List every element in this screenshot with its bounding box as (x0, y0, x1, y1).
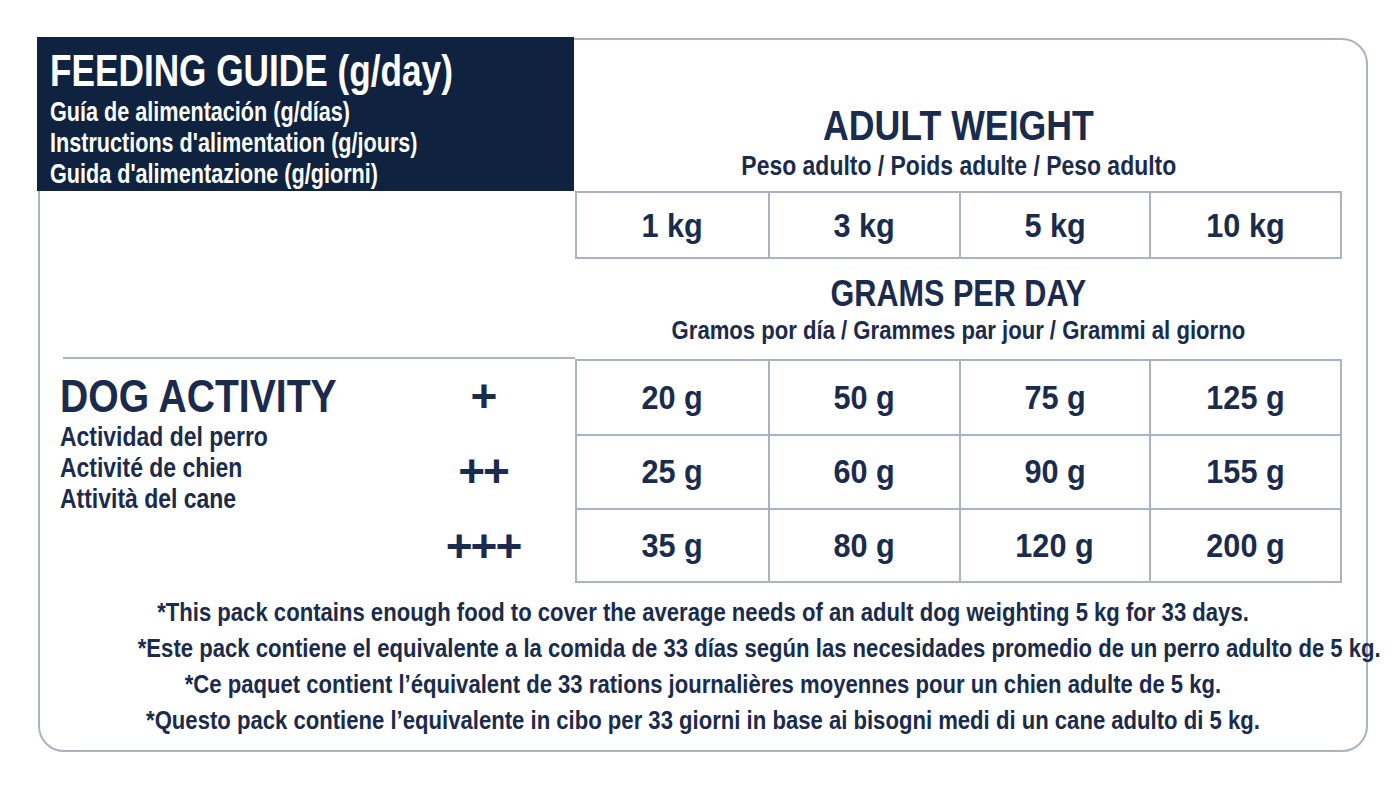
footnotes-block: *This pack contains enough food to cover… (138, 594, 1269, 738)
adult-weight-band: ADULT WEIGHT Peso adulto / Poids adulte … (575, 40, 1342, 190)
weight-header-row: 1 kg 3 kg 5 kg 10 kg (575, 191, 1342, 259)
feeding-guide-subtitle-es-line: Guía de alimentación (g/días) (50, 97, 574, 128)
grams-value-cell: 125 g (1149, 361, 1340, 434)
grams-value-cell: 200 g (1149, 508, 1340, 581)
footnote-it: *Questo pack contiene l’equivalente in c… (138, 702, 1269, 738)
dog-activity-title: DOG ACTIVITY (60, 370, 337, 422)
feeding-guide-subtitle-fr: Instructions d'alimentation (g/jours) (50, 128, 418, 159)
grams-value-medium-1kg: 25 g (642, 452, 703, 491)
weight-col-header-3kg: 3 kg (768, 193, 959, 257)
feeding-guide-header-block: FEEDING GUIDE (g/day) Guía de alimentaci… (37, 37, 574, 191)
activity-level-column: + ++ +++ (408, 359, 558, 583)
footnote-en: *This pack contains enough food to cover… (138, 594, 1269, 630)
dog-activity-subtitle-fr-line: Activité de chien (60, 453, 385, 484)
grams-value-high-5kg: 120 g (1016, 526, 1094, 565)
feeding-guide-subtitle-it-line: Guida d'alimentazione (g/giorni) (50, 159, 574, 190)
grams-value-medium-10kg: 155 g (1206, 452, 1284, 491)
grams-value-cell: 25 g (577, 434, 768, 507)
footnote-fr: *Ce paquet contient l’équivalent de 33 r… (138, 666, 1269, 702)
grams-per-day-band: GRAMS PER DAY Gramos por día / Grammes p… (575, 261, 1342, 357)
grams-value-grid: 20 g 50 g 75 g 125 g 25 g 60 g 90 g 155 … (575, 359, 1342, 583)
grams-value-cell: 35 g (577, 508, 768, 581)
adult-weight-title: ADULT WEIGHT (823, 102, 1094, 150)
grams-value-medium-3kg: 60 g (833, 452, 894, 491)
weight-col-header-5kg-label: 5 kg (1024, 206, 1085, 245)
activity-level-medium: ++ (408, 434, 558, 509)
weight-col-header-3kg-label: 3 kg (833, 206, 894, 245)
grams-value-cell: 50 g (768, 361, 959, 434)
weight-col-header-10kg: 10 kg (1149, 193, 1340, 257)
feeding-guide-subtitle-fr-line: Instructions d'alimentation (g/jours) (50, 128, 574, 159)
grams-value-medium-5kg: 90 g (1024, 452, 1085, 491)
grams-value-low-10kg: 125 g (1206, 378, 1284, 417)
dog-activity-subtitle-it: Attività del cane (60, 484, 236, 515)
adult-weight-subtitle: Peso adulto / Poids adulte / Peso adulto (741, 150, 1176, 182)
weight-col-header-1kg-label: 1 kg (642, 206, 703, 245)
grams-value-low-1kg: 20 g (642, 378, 703, 417)
grams-value-low-5kg: 75 g (1024, 378, 1085, 417)
grams-value-cell: 75 g (959, 361, 1150, 434)
dog-activity-title-line: DOG ACTIVITY (60, 370, 385, 422)
grams-per-day-subtitle: Gramos por día / Grammes par jour / Gram… (672, 315, 1246, 346)
grams-value-high-1kg: 35 g (642, 526, 703, 565)
grams-value-high-10kg: 200 g (1206, 526, 1284, 565)
activity-level-high: +++ (408, 508, 558, 583)
feeding-guide-title: FEEDING GUIDE (g/day) (50, 45, 453, 97)
grams-value-cell: 20 g (577, 361, 768, 434)
dog-activity-subtitle-it-line: Attività del cane (60, 484, 385, 515)
weight-col-header-10kg-label: 10 kg (1206, 206, 1284, 245)
grams-per-day-title: GRAMS PER DAY (831, 273, 1087, 315)
feeding-guide-title-line: FEEDING GUIDE (g/day) (50, 45, 574, 97)
feeding-guide-label: FEEDING GUIDE (g/day) Guía de alimentaci… (0, 0, 1400, 793)
weight-col-header-1kg: 1 kg (577, 193, 768, 257)
dog-activity-block: DOG ACTIVITY Actividad del perro Activit… (60, 370, 385, 515)
grams-value-cell: 60 g (768, 434, 959, 507)
grams-value-cell: 80 g (768, 508, 959, 581)
feeding-guide-subtitle-es: Guía de alimentación (g/días) (50, 97, 350, 128)
dog-activity-subtitle-es-line: Actividad del perro (60, 422, 385, 453)
footnote-es: *Este pack contiene el equivalente a la … (138, 630, 1269, 666)
feeding-guide-subtitle-it: Guida d'alimentazione (g/giorni) (50, 159, 378, 190)
activity-level-low: + (408, 359, 558, 434)
grams-value-high-3kg: 80 g (833, 526, 894, 565)
weight-col-header-5kg: 5 kg (959, 193, 1150, 257)
grams-value-cell: 90 g (959, 434, 1150, 507)
grams-value-cell: 155 g (1149, 434, 1340, 507)
grams-value-low-3kg: 50 g (833, 378, 894, 417)
dog-activity-subtitle-es: Actividad del perro (60, 422, 268, 453)
dog-activity-subtitle-fr: Activité de chien (60, 453, 242, 484)
grams-value-cell: 120 g (959, 508, 1150, 581)
